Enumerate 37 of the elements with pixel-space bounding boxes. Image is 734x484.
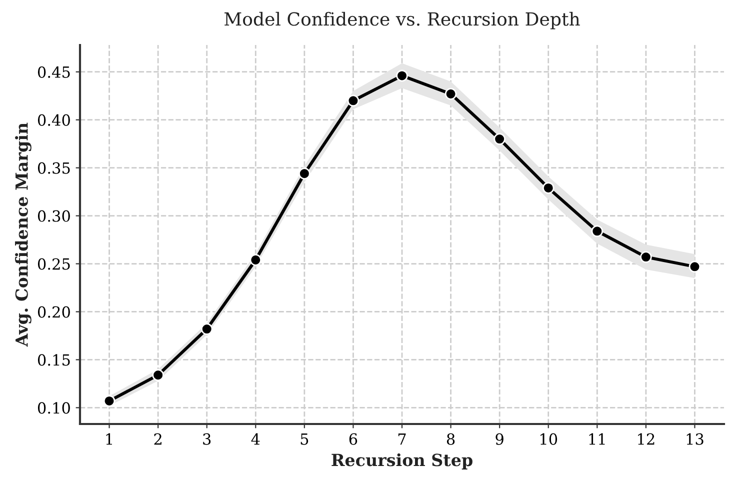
y-tick-label: 0.20 xyxy=(38,306,70,318)
x-tick-label: 7 xyxy=(398,434,406,445)
x-tick-label: 12 xyxy=(638,433,654,445)
point xyxy=(444,88,457,100)
y-tick-label: 0.40 xyxy=(38,114,70,126)
x-tick-label: 1 xyxy=(106,433,112,445)
x-tick-label: 5 xyxy=(300,434,308,445)
y-axis-title: Avg. Confidence Margin xyxy=(15,122,32,347)
point xyxy=(542,182,554,194)
x-tick-label: 8 xyxy=(446,433,455,445)
point xyxy=(591,225,604,238)
x-tick-label: 11 xyxy=(589,433,605,445)
y-tick-label: 0.35 xyxy=(38,162,70,174)
point xyxy=(347,94,360,107)
y-tick-label: 0.30 xyxy=(38,210,70,222)
x-tick-label: 9 xyxy=(496,433,504,445)
x-tick-label: 6 xyxy=(349,433,358,445)
x-tick-label: 10 xyxy=(540,433,558,445)
point xyxy=(298,168,310,180)
point xyxy=(494,133,506,145)
point xyxy=(152,369,164,381)
x-axis-title: Recursion Step xyxy=(332,453,472,470)
chart-title: Model Confidence vs. Recursion Depth xyxy=(224,12,580,30)
y-tick-label: 0.45 xyxy=(38,66,70,78)
x-tick-label: 4 xyxy=(251,433,260,445)
point xyxy=(396,70,408,82)
x-tick-label: 13 xyxy=(686,433,704,445)
point xyxy=(103,395,116,407)
y-tick-label: 0.25 xyxy=(38,258,70,270)
point xyxy=(200,323,213,335)
x-tick-label: 3 xyxy=(203,433,211,445)
point xyxy=(250,254,262,266)
x-tick-label: 2 xyxy=(154,433,162,445)
point xyxy=(640,251,652,263)
y-tick-label: 0.10 xyxy=(38,402,70,414)
point xyxy=(688,260,701,273)
y-tick-label: 0.15 xyxy=(38,354,70,366)
